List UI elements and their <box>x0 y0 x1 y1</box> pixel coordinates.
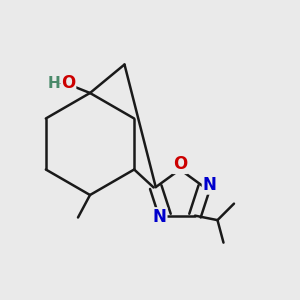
Text: N: N <box>203 176 217 194</box>
Text: H: H <box>48 76 60 91</box>
Text: O: O <box>173 155 187 173</box>
Text: O: O <box>61 74 76 92</box>
Text: N: N <box>153 208 166 226</box>
Text: -: - <box>58 77 63 90</box>
